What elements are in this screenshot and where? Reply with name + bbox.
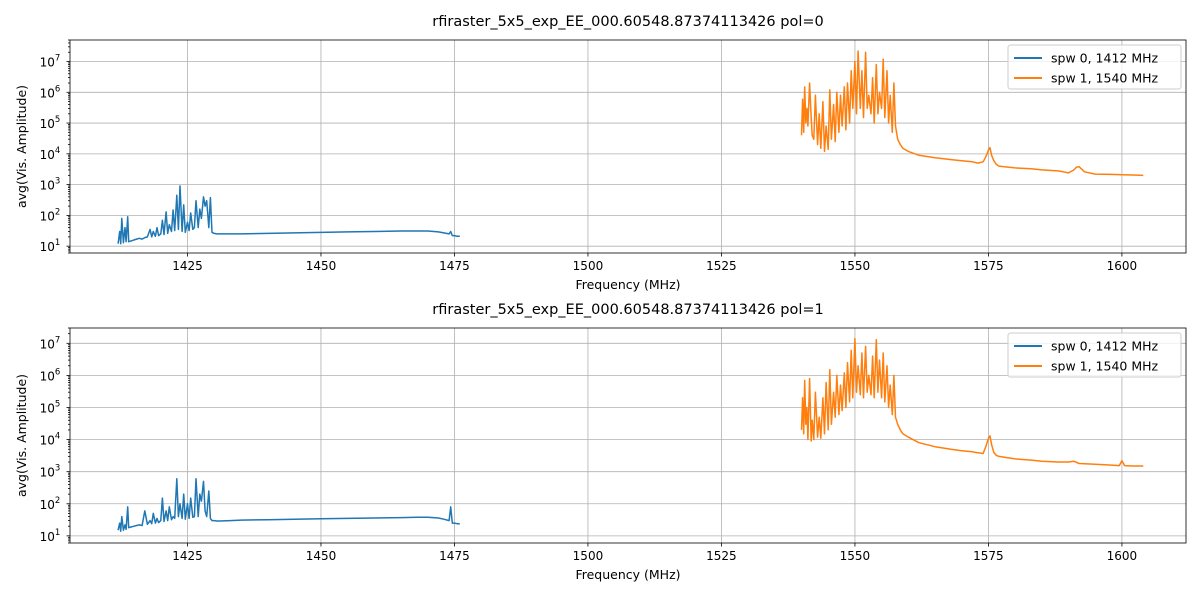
x-tick-label: 1425: [172, 549, 203, 563]
axes-frame: [69, 327, 1187, 544]
legend-box: [1007, 44, 1182, 90]
y-tick-label: 102: [40, 207, 61, 223]
x-tick-label: 1500: [573, 549, 604, 563]
y-tick-label: 103: [40, 464, 61, 480]
x-axis-label: Frequency (MHz): [575, 567, 680, 582]
x-tick-label: 1525: [706, 549, 737, 563]
x-tick-label: 1525: [706, 259, 737, 273]
y-axis-label: avg(Vis. Amplitude): [14, 374, 29, 497]
series-line: [117, 478, 460, 532]
series-line: [800, 337, 1144, 467]
y-tick-label: 103: [40, 177, 61, 193]
y-tick-label: 101: [40, 238, 61, 254]
x-tick-label: 1475: [439, 259, 470, 273]
x-tick-label: 1450: [306, 549, 337, 563]
grid: [70, 328, 1186, 543]
x-tick-label: 1575: [973, 549, 1004, 563]
legend-label: spw 0, 1412 MHz: [1051, 339, 1159, 354]
y-axis-label: avg(Vis. Amplitude): [14, 85, 29, 208]
y-tick-label: 105: [40, 400, 61, 416]
y-tick-label: 107: [40, 335, 61, 351]
legend-label: spw 1, 1540 MHz: [1051, 71, 1159, 86]
series-lines: [117, 50, 1144, 245]
y-tick-label: 104: [40, 146, 61, 162]
x-tick-label: 1425: [172, 259, 203, 273]
y-tick-label: 104: [40, 432, 61, 448]
x-axis-label: Frequency (MHz): [575, 277, 680, 292]
x-tick-label: 1475: [439, 549, 470, 563]
y-tick-label: 106: [40, 84, 61, 100]
grid: [70, 40, 1186, 253]
subplot-pol0: rfiraster_5x5_exp_EE_000.60548.873741134…: [14, 14, 1187, 292]
x-tick-label: 1550: [840, 549, 871, 563]
chart-title: rfiraster_5x5_exp_EE_000.60548.873741134…: [432, 302, 823, 318]
chart-title: rfiraster_5x5_exp_EE_000.60548.873741134…: [432, 14, 823, 30]
legend-label: spw 0, 1412 MHz: [1051, 51, 1159, 66]
series-line: [117, 185, 460, 245]
series-line: [800, 50, 1144, 177]
legend: spw 0, 1412 MHz spw 1, 1540 MHz: [1007, 332, 1182, 378]
legend: spw 0, 1412 MHz spw 1, 1540 MHz: [1007, 44, 1182, 90]
tick-marks: [66, 327, 1123, 547]
y-tick-label: 106: [40, 367, 61, 383]
y-tick-label: 107: [40, 54, 61, 70]
subplot-pol1: rfiraster_5x5_exp_EE_000.60548.873741134…: [14, 302, 1187, 582]
tick-marks: [66, 39, 1123, 257]
series-lines: [117, 337, 1144, 532]
axes-frame: [69, 39, 1187, 254]
axes-background: [70, 328, 1186, 543]
y-tick-label: 101: [40, 528, 61, 544]
y-tick-label: 102: [40, 496, 61, 512]
x-tick-label: 1550: [840, 259, 871, 273]
x-tick-label: 1600: [1107, 549, 1138, 563]
x-tick-label: 1500: [573, 259, 604, 273]
y-tick-label: 105: [40, 115, 61, 131]
x-tick-label: 1450: [306, 259, 337, 273]
x-tick-label: 1575: [973, 259, 1004, 273]
x-tick-label: 1600: [1107, 259, 1138, 273]
legend-label: spw 1, 1540 MHz: [1051, 359, 1159, 374]
legend-box: [1007, 332, 1182, 378]
axes-background: [70, 40, 1186, 253]
